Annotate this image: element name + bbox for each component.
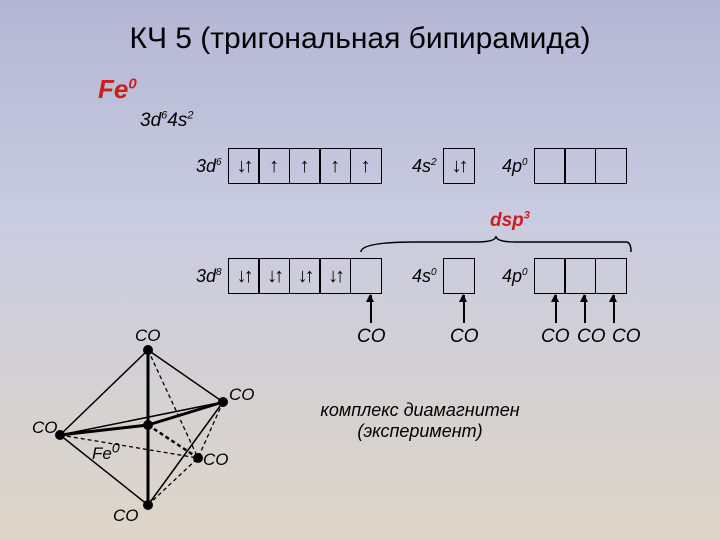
co-label: CO <box>450 326 479 348</box>
orbital-box <box>534 258 566 294</box>
label-4p0-row2: 4p0 <box>502 266 528 287</box>
orbital-box: ↑ <box>289 148 321 184</box>
orbital-box: ↑ <box>258 148 290 184</box>
geom-center-label: Fe0 <box>92 440 120 464</box>
label-4s2: 4s2 <box>412 156 437 177</box>
orbital-box <box>595 258 627 294</box>
orbital-box <box>564 148 596 184</box>
geom-ligand: CO <box>32 418 58 438</box>
donation-arrow <box>584 295 586 323</box>
row2-4s: 4s0 <box>412 258 475 294</box>
boxes-4s-row2 <box>443 258 475 294</box>
orbital-box <box>534 148 566 184</box>
orbital-box: ↓↑ <box>289 258 321 294</box>
orbital-box <box>443 258 475 294</box>
geom-ligand: CO <box>203 450 229 470</box>
row2-4p: 4p0 <box>502 258 627 294</box>
label-4s0: 4s0 <box>412 266 437 287</box>
orbital-box <box>595 148 627 184</box>
orbital-box: ↓↑ <box>319 258 351 294</box>
orbital-box <box>564 258 596 294</box>
dsp3-bracket <box>356 234 636 254</box>
boxes-4s-row1: ↓↑ <box>443 148 475 184</box>
orbital-box: ↑ <box>319 148 351 184</box>
orbital-box: ↓↑ <box>228 258 260 294</box>
row1-4p: 4p0 <box>502 148 627 184</box>
fe-symbol: Fe0 <box>98 74 137 105</box>
donation-arrow <box>555 295 557 323</box>
orbital-box: ↓↑ <box>443 148 475 184</box>
row1-3d: 3d6 ↓↑ ↑ ↑ ↑ ↑ <box>196 148 382 184</box>
orbital-box <box>350 258 382 294</box>
boxes-4p-row1 <box>534 148 627 184</box>
donation-arrow <box>613 295 615 323</box>
label-3d8: 3d8 <box>196 266 222 287</box>
co-label: CO <box>357 326 386 348</box>
orbital-box: ↓↑ <box>258 258 290 294</box>
boxes-3d-row1: ↓↑ ↑ ↑ ↑ ↑ <box>228 148 382 184</box>
geom-ligand: CO <box>135 326 161 346</box>
row2-3d: 3d8 ↓↑ ↓↑ ↓↑ ↓↑ <box>196 258 382 294</box>
co-label: CO <box>612 326 641 348</box>
row1-4s: 4s2 ↓↑ <box>412 148 475 184</box>
label-4p0: 4p0 <box>502 156 528 177</box>
orbital-box: ↓↑ <box>228 148 260 184</box>
donation-arrow <box>463 295 465 323</box>
bipyramid-diagram <box>38 330 258 530</box>
label-3d6: 3d6 <box>196 156 222 177</box>
geom-ligand: CO <box>113 506 139 526</box>
donation-arrow <box>370 295 372 323</box>
boxes-3d-row2: ↓↑ ↓↑ ↓↑ ↓↑ <box>228 258 382 294</box>
electron-config: 3d64s2 <box>140 110 193 132</box>
boxes-4p-row2 <box>534 258 627 294</box>
dsp3-label: dsp3 <box>490 210 530 232</box>
co-label: CO <box>577 326 606 348</box>
slide-title: КЧ 5 (тригональная бипирамида) <box>0 0 720 56</box>
diamagnetic-note: комплекс диамагнитен (эксперимент) <box>300 400 540 442</box>
geom-ligand: CO <box>229 385 255 405</box>
orbital-box: ↑ <box>350 148 382 184</box>
co-label: CO <box>541 326 570 348</box>
